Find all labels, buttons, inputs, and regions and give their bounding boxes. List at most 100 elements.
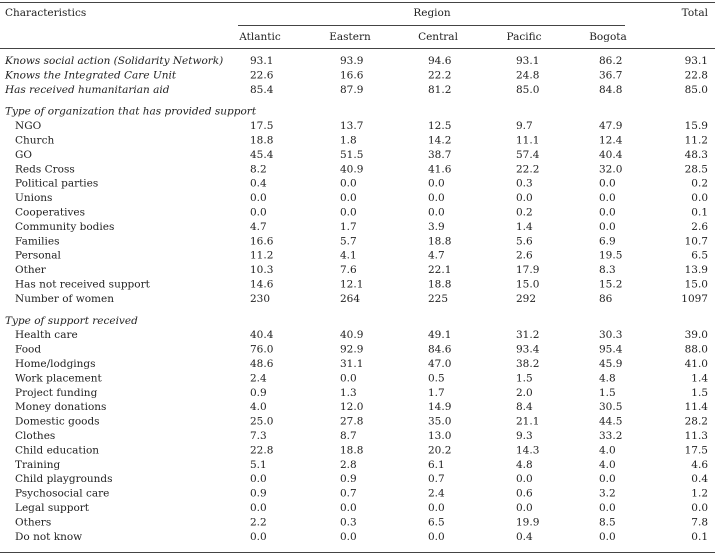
cell: 47.9 [599,120,622,132]
cell: 0.7 [428,473,445,485]
cell: 0.9 [250,488,267,500]
cell: 0.0 [516,473,533,485]
cell: 0.0 [428,192,445,204]
cell: 18.8 [250,135,273,147]
cell: 5.6 [516,235,533,247]
row-label: Church [15,135,54,147]
cell: 7.8 [691,516,708,528]
cell: 0.0 [250,531,267,543]
cell: 11.2 [250,250,273,262]
cell: 1.5 [691,387,708,399]
cell: 41.6 [428,163,452,175]
cell: 0.0 [340,372,357,384]
cell: 8.5 [599,516,616,528]
cell: 87.9 [340,84,363,96]
cell: 6.9 [599,235,616,247]
cell: 57.4 [516,149,540,161]
cell: 40.9 [340,163,363,175]
cell: 1097 [681,293,708,305]
cell: 4.6 [691,459,708,471]
cell: 31.1 [340,358,363,370]
cell: 18.8 [428,279,451,291]
cell: 18.8 [340,444,363,456]
cell: 0.0 [250,192,267,204]
cell: 0.2 [691,178,708,190]
cell: 3.9 [428,221,445,233]
cell: 2.6 [516,250,533,262]
cell: 0.0 [250,502,267,514]
row-label: Health care [15,329,78,341]
cell: 88.0 [685,344,708,356]
cell: 1.7 [340,221,357,233]
cell: 7.3 [250,430,267,442]
row-label: Home/lodgings [15,358,96,370]
row-label: Personal [15,250,62,262]
cell: 0.0 [340,178,357,190]
cell: 14.2 [428,135,451,147]
cell: 2.2 [250,516,267,528]
cell: 40.4 [250,329,274,341]
cell: 15.0 [685,279,708,291]
region-header: Atlantic [238,31,281,43]
cell: 0.0 [428,207,445,219]
cell: 1.4 [691,372,708,384]
cell: 45.4 [250,149,274,161]
row-label: Others [15,516,51,528]
cell: 2.4 [250,372,267,384]
cell: 27.8 [340,416,363,428]
cell: 1.8 [340,135,357,147]
cell: 0.9 [250,387,267,399]
cell: 11.4 [685,401,709,413]
cell: 0.0 [340,207,357,219]
row-label: NGO [15,120,42,132]
cell: 0.0 [340,531,357,543]
region-header: Eastern [329,31,371,43]
cell: 76.0 [250,344,273,356]
cell: 93.1 [685,55,708,67]
cell: 0.7 [340,488,357,500]
cell: 11.3 [685,430,708,442]
cell: 45.9 [599,358,622,370]
cell: 84.8 [599,84,622,96]
cell: 292 [516,293,536,305]
cell: 44.5 [599,416,622,428]
row-label: Work placement [15,372,102,384]
row-label: Unions [15,192,52,204]
cell: 0.0 [428,502,445,514]
cell: 5.1 [250,459,267,471]
row-label: Has not received support [15,279,151,291]
cell: 0.0 [599,531,616,543]
cell: 1.3 [340,387,357,399]
cell: 8.2 [250,163,267,175]
cell: 225 [428,293,448,305]
row-label: Clothes [15,430,55,442]
cell: 86 [599,293,613,305]
row-label: Knows social action (Solidarity Network) [4,55,223,67]
cell: 1.5 [599,387,616,399]
cell: 38.7 [428,149,451,161]
cell: 22.2 [516,163,539,175]
cell: 4.7 [428,250,445,262]
cell: 35.0 [428,416,451,428]
header-region: Region [413,7,451,19]
cell: 85.0 [516,84,539,96]
cell: 2.4 [428,488,445,500]
cell: 5.7 [340,235,357,247]
cell: 17.5 [685,444,708,456]
cell: 4.8 [516,459,533,471]
cell: 38.2 [516,358,539,370]
cell: 31.2 [516,329,539,341]
cell: 0.4 [691,473,708,485]
cell: 49.1 [428,329,451,341]
section-title: Type of organization that has provided s… [5,106,257,118]
cell: 17.9 [516,264,539,276]
cell: 10.3 [250,264,273,276]
cell: 2.8 [340,459,357,471]
cell: 0.0 [340,502,357,514]
cell: 14.3 [516,444,539,456]
cell: 22.1 [428,264,451,276]
cell: 25.0 [250,416,273,428]
row-label: Domestic goods [15,416,100,428]
cell: 1.4 [516,221,533,233]
